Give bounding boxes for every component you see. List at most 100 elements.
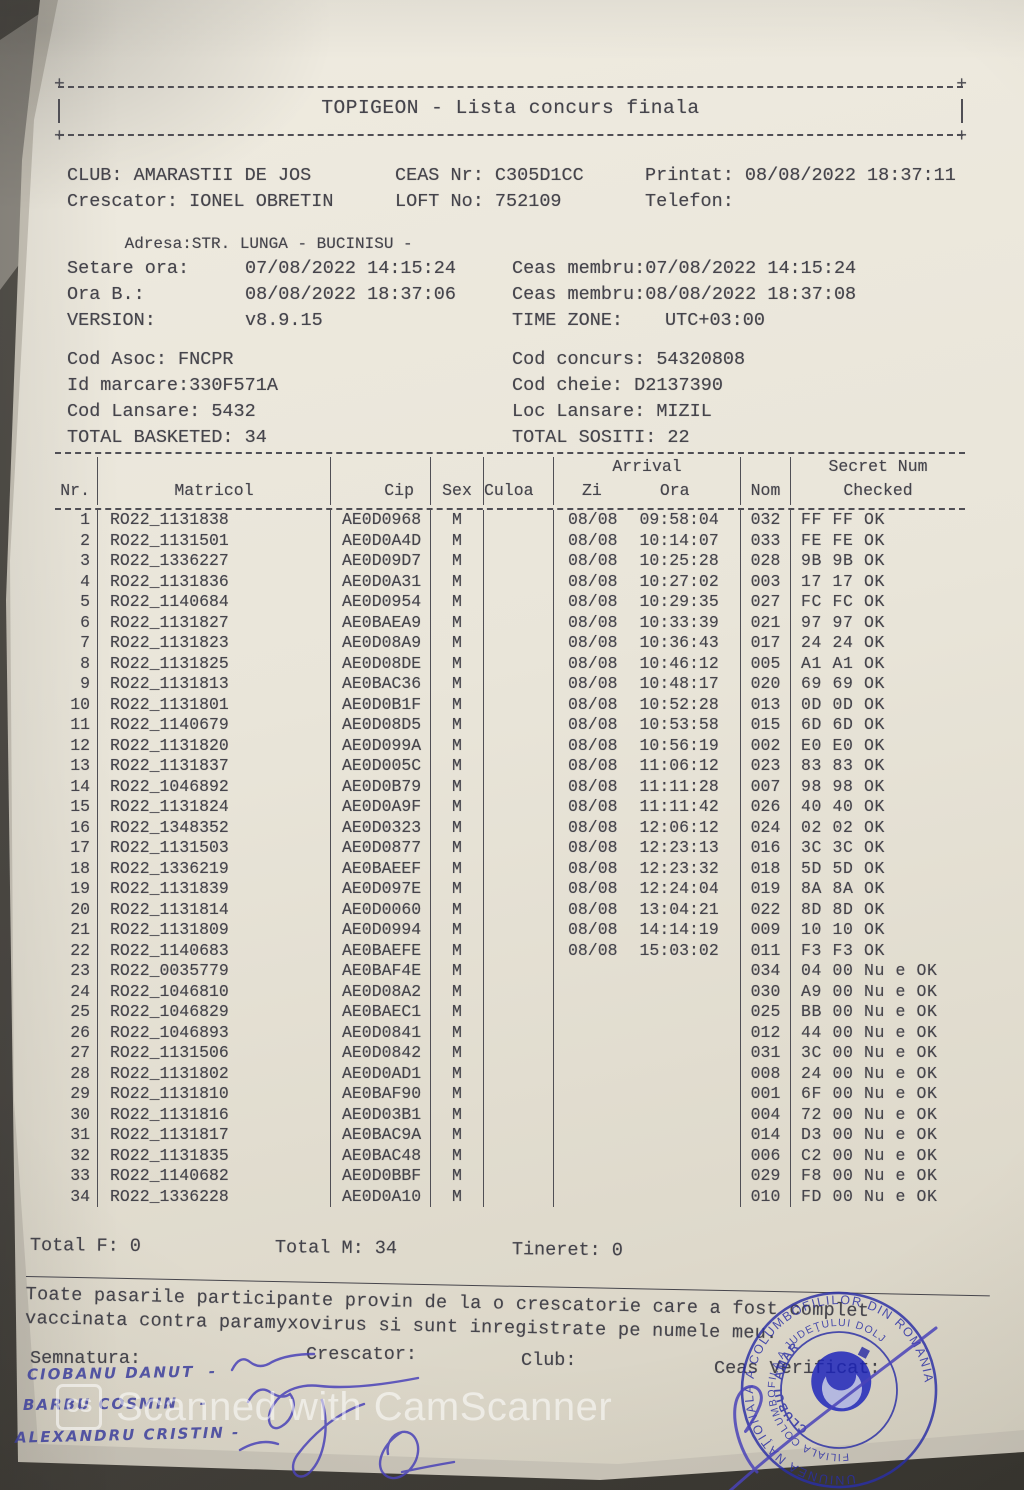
- cell-secret: 24 24 OK: [790, 633, 965, 654]
- cell-sex: M: [430, 1084, 483, 1105]
- cell-nr: 34: [70, 1186, 90, 1206]
- cell-matricol: RO22_1336228: [97, 1186, 330, 1207]
- cell-secret: 98 98 OK: [790, 776, 965, 797]
- cell-sex: M: [430, 1063, 483, 1084]
- cell-nom: 008: [740, 1063, 790, 1084]
- cell-nr: 28: [70, 1063, 90, 1083]
- cell-nom: 028: [740, 551, 790, 572]
- cell-secret: 17 17 OK: [790, 571, 965, 592]
- ceas-membru-1: Ceas membru:07/08/2022 14:15:24: [512, 258, 857, 279]
- col-nr: Nr.: [60, 481, 90, 500]
- cell-matricol: RO22_1336219: [97, 858, 330, 879]
- cell-arrival: 08/08 14:14:19: [553, 920, 740, 941]
- table-body: 1 RO22_1131838 AE0D0968 M 08/08 09:58:04 032 FF…: [55, 510, 965, 1207]
- breeder-name: Crescator: IONEL OBRETIN: [67, 191, 334, 212]
- loc-lansare: Loc Lansare: MIZIL: [512, 401, 712, 422]
- cell-culoa: [483, 1186, 553, 1207]
- cell-arrival: 08/08 15:03:02: [553, 940, 740, 961]
- cell-secret: 40 40 OK: [790, 797, 965, 818]
- report-title: TOPIGEON - Lista concurs finala: [321, 97, 700, 119]
- col-sex: Sex: [430, 481, 483, 505]
- cell-arrival: 08/08 11:11:28: [553, 776, 740, 797]
- address: Adresa:STR. LUNGA - BUCINISU -: [124, 235, 413, 253]
- cod-cheie: Cod cheie: D2137390: [512, 375, 723, 396]
- cell-nom: 017: [740, 633, 790, 654]
- cell-sex: M: [430, 674, 483, 695]
- cell-matricol: RO22_0035779: [97, 961, 330, 982]
- cell-arrival: 08/08 10:25:28: [553, 551, 740, 572]
- cell-culoa: [483, 1022, 553, 1043]
- club-stamp: UNIUNEA NAŢIONALĂ A COLUMBOFILILOR DIN R…: [731, 1282, 947, 1490]
- cell-arrival: [553, 1166, 740, 1187]
- cell-arrival: 08/08 10:53:58: [553, 715, 740, 736]
- cell-nom: 007: [740, 776, 790, 797]
- cell-culoa: [483, 551, 553, 572]
- cell-nr: 25: [70, 1002, 90, 1021]
- cell-sex: M: [430, 838, 483, 859]
- cell-cip: AE0D0A4D: [330, 530, 430, 551]
- table-row: 10 RO22_1131801 AE0D0B1F M 08/08 10:52:28 013 0…: [55, 694, 965, 715]
- cell-cip: AE0BAEEF: [330, 858, 430, 879]
- cell-nom: 013: [740, 694, 790, 715]
- cell-matricol: RO22_1140679: [97, 715, 330, 736]
- cell-secret: 69 69 OK: [790, 674, 965, 695]
- cell-secret: FF FF OK: [790, 510, 965, 531]
- table-header: Arrival Secret Num Nr. Matricol Cip Sex …: [55, 452, 965, 510]
- cell-culoa: [483, 756, 553, 777]
- cell-arrival: 08/08 12:23:32: [553, 858, 740, 879]
- cell-secret: 8D 8D OK: [790, 899, 965, 920]
- cell-sex: M: [430, 612, 483, 633]
- col-ora: Ora: [659, 481, 690, 500]
- cell-arrival: 08/08 12:23:13: [553, 838, 740, 859]
- cell-secret: 5D 5D OK: [790, 858, 965, 879]
- ceas-membru-2: Ceas membru:08/08/2022 18:37:08: [512, 284, 857, 305]
- cell-arrival: 08/08 12:06:12: [553, 817, 740, 838]
- ora-b-value: 08/08/2022 18:37:06: [245, 284, 456, 305]
- cell-sex: M: [430, 1125, 483, 1146]
- cell-matricol: RO22_1131501: [97, 530, 330, 551]
- cell-secret: F8 00 Nu e OK: [790, 1166, 965, 1187]
- total-tineret: Tineret: 0: [511, 1239, 624, 1262]
- cell-secret: E0 E0 OK: [790, 735, 965, 756]
- club-info-block: CLUB: AMARASTII DE JOS CEAS Nr: C305D1CC…: [67, 165, 956, 253]
- cell-secret: FD 00 Nu e OK: [790, 1186, 965, 1207]
- cell-arrival: [553, 1063, 740, 1084]
- cell-culoa: [483, 1104, 553, 1125]
- cell-nom: 002: [740, 735, 790, 756]
- cell-secret: C2 00 Nu e OK: [790, 1145, 965, 1166]
- cell-culoa: [483, 735, 553, 756]
- cell-secret: BB 00 Nu e OK: [790, 1002, 965, 1023]
- title-box: TOPIGEON - Lista concurs finala: [58, 86, 963, 136]
- cell-nr: 26: [70, 1022, 90, 1042]
- cell-matricol: RO22_1046810: [97, 981, 330, 1002]
- printed-at: Printat: 08/08/2022 18:37:11: [645, 165, 956, 186]
- cell-nr: 27: [70, 1043, 90, 1062]
- cell-culoa: [483, 1084, 553, 1105]
- cell-nom: 032: [740, 510, 790, 531]
- cell-matricol: RO22_1131836: [97, 571, 330, 592]
- cell-culoa: [483, 1166, 553, 1187]
- cell-nom: 005: [740, 653, 790, 674]
- cell-arrival: 08/08 10:52:28: [553, 694, 740, 715]
- cell-nr: 20: [70, 899, 90, 919]
- cell-nr: 2: [80, 530, 90, 550]
- cell-nom: 033: [740, 530, 790, 551]
- cell-nom: 006: [740, 1145, 790, 1166]
- cell-matricol: RO22_1131503: [97, 838, 330, 859]
- cell-cip: AE0D0841: [330, 1022, 430, 1043]
- cell-arrival: 08/08 09:58:04: [553, 510, 740, 531]
- col-culoa: Culoa: [483, 481, 553, 505]
- cell-secret: D3 00 Nu e OK: [790, 1125, 965, 1146]
- cell-culoa: [483, 612, 553, 633]
- timezone-value: UTC+03:00: [665, 310, 765, 331]
- cell-culoa: [483, 1145, 553, 1166]
- cell-nom: 020: [740, 674, 790, 695]
- table-row: 6 RO22_1131827 AE0BAEA9 M 08/08 10:33:39 021 97…: [55, 612, 965, 633]
- table-row: 24 RO22_1046810 AE0D08A2 M 030 A9 00 Nu e OK: [55, 981, 965, 1002]
- cell-nr: 13: [70, 756, 90, 775]
- table-row: 30 RO22_1131816 AE0D03B1 M 004 72 00 Nu e OK: [55, 1104, 965, 1125]
- cell-matricol: RO22_1131837: [97, 756, 330, 777]
- cell-matricol: RO22_1131824: [97, 797, 330, 818]
- cell-secret: 02 02 OK: [790, 817, 965, 838]
- cell-cip: AE0D0877: [330, 838, 430, 859]
